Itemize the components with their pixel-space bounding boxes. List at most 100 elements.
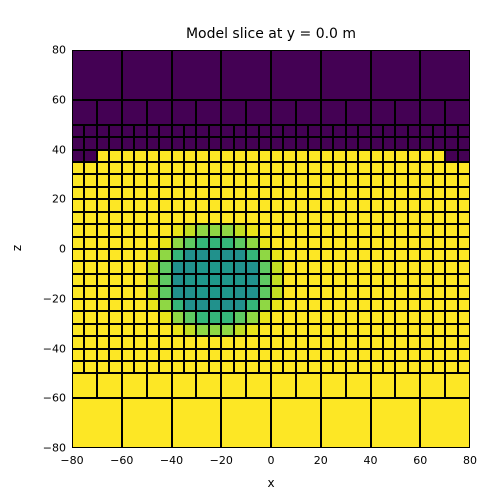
mesh-cell [383,224,395,236]
mesh-cell [234,187,246,199]
mesh-cell [159,261,171,273]
mesh-cell [84,199,96,211]
mesh-cell [371,237,383,249]
mesh-cell [109,311,121,323]
mesh-cell [196,324,208,336]
mesh-cell [395,373,420,398]
mesh-cell [283,349,295,361]
mesh-cell [84,261,96,273]
mesh-cell [147,162,159,174]
mesh-cell [209,299,221,311]
mesh-cell [234,212,246,224]
mesh-cell [72,299,84,311]
mesh-cell [109,361,121,373]
mesh-cell [122,125,134,137]
mesh-cell [184,150,196,162]
mesh-cell [308,199,320,211]
mesh-cell [308,336,320,348]
mesh-cell [271,324,283,336]
mesh-cell [395,274,407,286]
mesh-cell [433,137,445,149]
mesh-cell [246,274,258,286]
mesh-cell [259,150,271,162]
mesh-cell [283,311,295,323]
mesh-cell [358,137,370,149]
mesh-cell [271,261,283,273]
mesh-cell [159,125,171,137]
mesh-cell [246,187,258,199]
mesh-cell [109,162,121,174]
mesh-cell [97,274,109,286]
mesh-cell [109,137,121,149]
y-tick-label: 80 [30,44,66,57]
mesh-cell [395,361,407,373]
mesh-cell [246,336,258,348]
mesh-cell [308,324,320,336]
mesh-cell [346,137,358,149]
mesh-cell [433,361,445,373]
mesh-cell [234,261,246,273]
mesh-cell [172,311,184,323]
mesh-cell [196,187,208,199]
mesh-cell [321,199,333,211]
mesh-cell [333,274,345,286]
mesh-cell [333,125,345,137]
mesh-cell [246,125,258,137]
mesh-cell [371,187,383,199]
mesh-cell [358,311,370,323]
mesh-cell [234,237,246,249]
mesh-cell [122,299,134,311]
mesh-cell [184,361,196,373]
mesh-cell [122,261,134,273]
mesh-cell [184,237,196,249]
mesh-cell [172,286,184,298]
mesh-cell [383,174,395,186]
mesh-cell [221,336,233,348]
mesh-cell [283,212,295,224]
mesh-cell [147,137,159,149]
mesh-cell [259,311,271,323]
mesh-cell [72,100,97,125]
mesh-cell [259,349,271,361]
mesh-cell [221,199,233,211]
mesh-cell [159,286,171,298]
mesh-cell [395,137,407,149]
mesh-cell [271,187,283,199]
mesh-cell [221,150,233,162]
mesh-cell [346,162,358,174]
mesh-cell [445,224,457,236]
mesh-cell [408,174,420,186]
mesh-cell [433,349,445,361]
mesh-cell [408,286,420,298]
mesh-cell [420,237,432,249]
mesh-cell [296,199,308,211]
mesh-cell [221,125,233,137]
mesh-cell [308,224,320,236]
mesh-cell [196,137,208,149]
mesh-cell [321,50,371,100]
mesh-cell [445,199,457,211]
mesh-cell [333,261,345,273]
mesh-cell [408,162,420,174]
mesh-cell [196,361,208,373]
mesh-cell [147,150,159,162]
mesh-cell [395,162,407,174]
mesh-cell [172,50,222,100]
mesh-cell [234,349,246,361]
mesh-cell [433,212,445,224]
mesh-cell [433,336,445,348]
mesh-cell [371,100,396,125]
mesh-cell [408,324,420,336]
mesh-cell [72,212,84,224]
mesh-cell [209,174,221,186]
mesh-cell [72,336,84,348]
y-tick-label: 60 [30,93,66,106]
mesh-cell [122,286,134,298]
mesh-cell [408,299,420,311]
mesh-cell [72,311,84,323]
mesh-cell [395,324,407,336]
mesh-cell [408,311,420,323]
mesh-cell [84,224,96,236]
mesh-cell [246,299,258,311]
mesh-cell [259,361,271,373]
